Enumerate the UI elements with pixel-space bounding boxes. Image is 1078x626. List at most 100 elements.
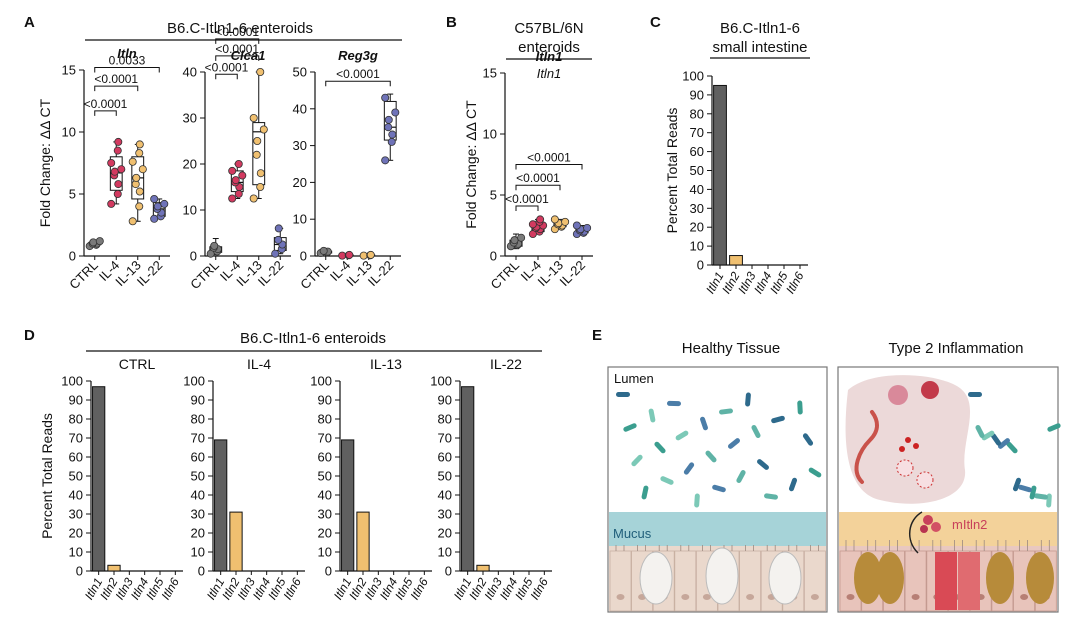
bacterium-icon bbox=[683, 462, 695, 475]
bar bbox=[341, 439, 355, 572]
mitln2-protein-icon bbox=[931, 522, 941, 532]
y-tick-label: 10 bbox=[483, 127, 497, 142]
bar bbox=[476, 564, 490, 572]
bacterium-icon bbox=[998, 438, 1010, 449]
y-tick-label: 50 bbox=[438, 469, 452, 484]
y-tick-label: 30 bbox=[69, 507, 83, 522]
data-point bbox=[384, 115, 393, 124]
x-tick-label: IL-22 bbox=[557, 258, 589, 290]
data-point bbox=[234, 189, 243, 198]
panel-e-illustration: Healthy Tissue Type 2 Inflammation Lumen… bbox=[607, 340, 1061, 613]
significance-bracket bbox=[515, 184, 561, 191]
y-tick-label: 10 bbox=[293, 212, 307, 227]
bacterium-icon bbox=[660, 476, 674, 485]
bacterium-icon bbox=[975, 424, 985, 439]
healthy-goblet-cell bbox=[639, 551, 673, 605]
bar bbox=[107, 564, 121, 572]
y-tick-label: 50 bbox=[191, 469, 205, 484]
y-tick-label: 80 bbox=[438, 412, 452, 427]
tuft-cell bbox=[958, 552, 980, 610]
y-tick-label: 70 bbox=[438, 431, 452, 446]
healthy-microbes bbox=[616, 392, 822, 508]
bacterium-icon bbox=[631, 454, 643, 467]
chart-d-il4: 0102030405060708090100IL-4Itln1Itln2Itln… bbox=[183, 356, 305, 602]
bar bbox=[729, 255, 743, 266]
panel-b-gene: Itln1 bbox=[537, 66, 562, 81]
mucus-label: Mucus bbox=[613, 526, 652, 541]
bacterium-icon bbox=[968, 392, 982, 397]
cell-nucleus bbox=[702, 594, 711, 600]
y-tick-label: 20 bbox=[69, 526, 83, 541]
data-point bbox=[256, 169, 265, 178]
cell-nucleus bbox=[746, 594, 755, 600]
y-tick-label: 80 bbox=[69, 412, 83, 427]
significance-bracket bbox=[215, 73, 238, 80]
data-point bbox=[95, 237, 104, 246]
healthy-goblet-cell bbox=[768, 551, 802, 605]
data-point bbox=[249, 114, 258, 123]
data-point bbox=[259, 125, 268, 134]
p-value-label: <0.0001 bbox=[94, 72, 138, 86]
y-tick-label: 90 bbox=[318, 393, 332, 408]
chart-d-il13: 0102030405060708090100IL-13Itln1Itln2Itl… bbox=[310, 356, 432, 602]
y-tick-label: 80 bbox=[690, 106, 704, 121]
data-point bbox=[117, 165, 126, 174]
data-point bbox=[160, 199, 169, 208]
data-point bbox=[528, 220, 537, 229]
data-point bbox=[238, 171, 247, 180]
y-axis-label: Fold Change: ΔΔ CT bbox=[37, 98, 53, 227]
x-tick-label: Itln6 bbox=[280, 575, 304, 602]
data-point bbox=[135, 140, 144, 149]
y-tick-label: 30 bbox=[293, 138, 307, 153]
panel-letter-a: A bbox=[24, 14, 35, 31]
data-point bbox=[381, 93, 390, 102]
y-tick-label: 30 bbox=[183, 111, 197, 126]
gene-title: Itln1 bbox=[536, 49, 563, 64]
x-tick-label: IL-22 bbox=[134, 258, 166, 290]
y-tick-label: 80 bbox=[318, 412, 332, 427]
gene-title: Itln bbox=[117, 46, 137, 61]
healthy-goblet-cell bbox=[705, 547, 739, 605]
data-point bbox=[231, 176, 240, 185]
data-point bbox=[138, 165, 147, 174]
parasite-icon bbox=[921, 381, 939, 399]
bacterium-icon bbox=[623, 423, 637, 432]
x-tick-label: Itln6 bbox=[783, 269, 807, 296]
data-point bbox=[89, 238, 98, 247]
y-tick-label: 60 bbox=[191, 450, 205, 465]
p-value-label: <0.0001 bbox=[505, 192, 549, 206]
bar bbox=[356, 511, 370, 572]
data-point bbox=[135, 149, 144, 158]
y-tick-label: 10 bbox=[69, 545, 83, 560]
y-tick-label: 0 bbox=[198, 564, 205, 579]
y-tick-label: 40 bbox=[690, 182, 704, 197]
significance-bracket bbox=[515, 205, 539, 211]
bacterium-icon bbox=[1006, 441, 1018, 454]
p-value-label: <0.0001 bbox=[215, 42, 259, 56]
data-point bbox=[536, 215, 545, 224]
bacterium-icon bbox=[712, 484, 726, 493]
bacterium-icon bbox=[745, 392, 751, 407]
data-point bbox=[510, 236, 519, 245]
chart-title: IL-4 bbox=[247, 356, 271, 372]
healthy-tissue-title: Healthy Tissue bbox=[682, 340, 780, 357]
panel-letter-d: D bbox=[24, 327, 35, 344]
y-tick-label: 40 bbox=[69, 488, 83, 503]
bacterium-icon bbox=[788, 477, 798, 492]
bar bbox=[461, 386, 475, 572]
data-point bbox=[319, 246, 328, 255]
p-value-label: <0.0001 bbox=[516, 171, 560, 185]
y-tick-label: 70 bbox=[690, 125, 704, 140]
y-axis-label: Fold Change: ΔΔ CT bbox=[463, 100, 479, 229]
significance-bracket bbox=[94, 110, 117, 116]
y-tick-label: 80 bbox=[191, 412, 205, 427]
significance-bracket bbox=[94, 67, 160, 73]
y-tick-label: 40 bbox=[191, 488, 205, 503]
healthy-mucus-layer bbox=[609, 512, 826, 546]
x-tick-label: Itln6 bbox=[407, 575, 431, 602]
y-tick-label: 100 bbox=[183, 374, 205, 389]
data-point bbox=[135, 187, 144, 196]
